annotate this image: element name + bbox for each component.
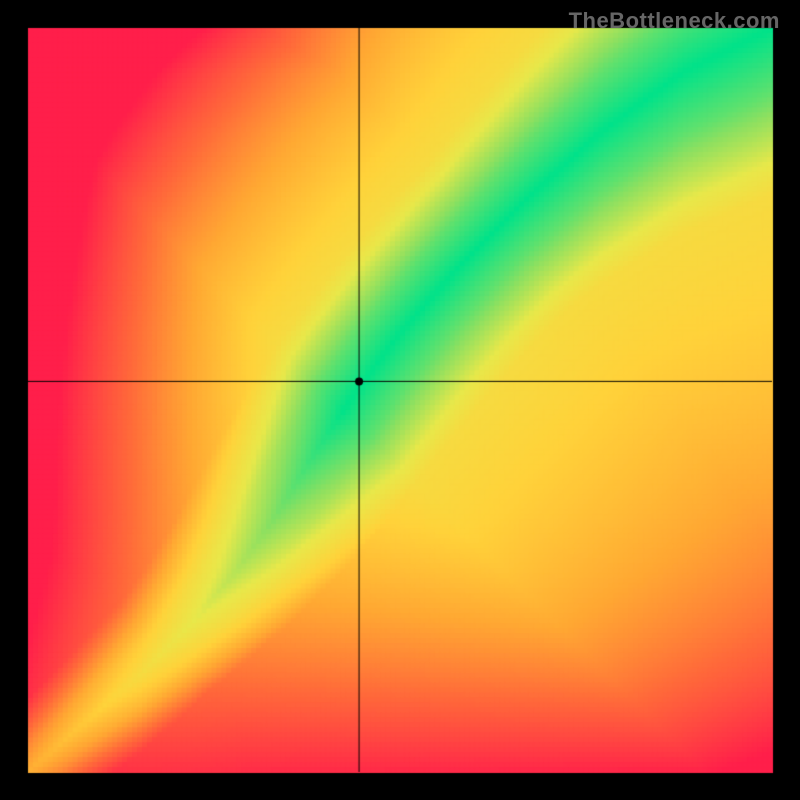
watermark-text: TheBottleneck.com xyxy=(569,8,780,34)
bottleneck-heatmap xyxy=(0,0,800,800)
chart-container: TheBottleneck.com xyxy=(0,0,800,800)
